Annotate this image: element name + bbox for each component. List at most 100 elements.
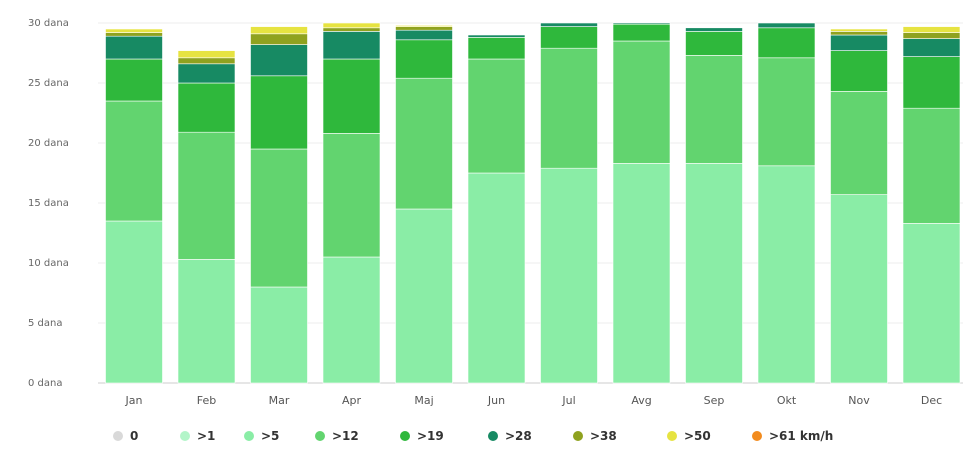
- bar-segment[interactable]: [612, 22, 671, 25]
- bar-segment[interactable]: [612, 163, 671, 384]
- bar-segment[interactable]: [757, 27, 816, 59]
- bar-segment[interactable]: [105, 220, 163, 384]
- x-tick-label: Feb: [197, 394, 216, 407]
- bar-segment[interactable]: [685, 163, 743, 384]
- bar-segment[interactable]: [322, 256, 381, 384]
- bar-segment[interactable]: [902, 38, 961, 57]
- bar-segment[interactable]: [105, 35, 163, 60]
- bar-segment[interactable]: [830, 34, 888, 51]
- bar-segment[interactable]: [105, 32, 163, 37]
- y-tick-label: 10 dana: [28, 258, 69, 269]
- bar-segment[interactable]: [685, 31, 743, 56]
- bar-stack-jul[interactable]: [540, 22, 598, 384]
- bar-segment[interactable]: [830, 91, 888, 195]
- legend-label: 0: [130, 429, 138, 443]
- bar-stack-dec[interactable]: [902, 26, 961, 384]
- bar-segment[interactable]: [177, 259, 236, 384]
- bar-segment[interactable]: [105, 100, 163, 222]
- legend-item[interactable]: >19: [400, 429, 444, 443]
- legend-item[interactable]: >38: [573, 429, 617, 443]
- bar-segment[interactable]: [902, 107, 961, 224]
- bar-segment[interactable]: [177, 57, 236, 65]
- bar-segment[interactable]: [322, 22, 381, 29]
- legend-item[interactable]: >1: [180, 429, 215, 443]
- bar-stack-nov[interactable]: [830, 28, 888, 384]
- bar-segment[interactable]: [540, 26, 598, 49]
- bar-segment[interactable]: [540, 22, 598, 27]
- bar-segment[interactable]: [757, 165, 816, 384]
- bar-segment[interactable]: [395, 77, 453, 210]
- bar-segment[interactable]: [322, 133, 381, 258]
- legend-item[interactable]: >28: [488, 429, 532, 443]
- bar-segment[interactable]: [250, 148, 308, 288]
- bar-segment[interactable]: [322, 27, 381, 32]
- legend-marker: [752, 431, 762, 441]
- bar-segment[interactable]: [830, 28, 888, 32]
- bar-segment[interactable]: [395, 39, 453, 79]
- bar-segment[interactable]: [395, 29, 453, 41]
- bar-segment[interactable]: [322, 58, 381, 134]
- bar-segment[interactable]: [467, 34, 526, 38]
- bar-segment[interactable]: [322, 31, 381, 60]
- bar-segment[interactable]: [902, 56, 961, 109]
- bar-segment[interactable]: [177, 82, 236, 133]
- bar-segment[interactable]: [105, 28, 163, 33]
- bar-segment[interactable]: [250, 286, 308, 384]
- bar-segment[interactable]: [177, 63, 236, 84]
- bar-segment[interactable]: [105, 58, 163, 102]
- y-tick-label: 25 dana: [28, 78, 69, 89]
- legend-item[interactable]: >50: [667, 429, 711, 443]
- legend-item[interactable]: >61 km/h: [752, 429, 833, 443]
- bar-segment[interactable]: [250, 33, 308, 45]
- bar-segment[interactable]: [250, 26, 308, 35]
- bar-stack-sep[interactable]: [685, 27, 743, 384]
- bar-segment[interactable]: [902, 32, 961, 39]
- bar-segment[interactable]: [685, 55, 743, 164]
- bar-segment[interactable]: [830, 194, 888, 384]
- bar-stack-apr[interactable]: [322, 22, 381, 384]
- legend-item[interactable]: >5: [244, 429, 279, 443]
- bar-segment[interactable]: [685, 27, 743, 32]
- bar-segment[interactable]: [467, 172, 526, 384]
- bar-stack-jun[interactable]: [467, 34, 526, 384]
- bar-segment[interactable]: [757, 22, 816, 29]
- bar-segment[interactable]: [540, 47, 598, 169]
- legend-marker: [244, 431, 254, 441]
- legend-label: >5: [261, 429, 279, 443]
- bar-segment[interactable]: [830, 50, 888, 92]
- legend-label: >12: [332, 429, 359, 443]
- x-tick-label: Dec: [921, 394, 942, 407]
- bar-stack-maj[interactable]: [395, 25, 453, 384]
- bar-stack-mar[interactable]: [250, 26, 308, 384]
- bar-segment[interactable]: [612, 23, 671, 42]
- bar-stack-avg[interactable]: [612, 22, 671, 384]
- x-tick-label: Avg: [631, 394, 651, 407]
- bar-segment[interactable]: [902, 26, 961, 33]
- legend-label: >19: [417, 429, 444, 443]
- bar-segment[interactable]: [250, 44, 308, 77]
- legend-item[interactable]: >12: [315, 429, 359, 443]
- bar-segment[interactable]: [467, 37, 526, 60]
- bar-segment[interactable]: [902, 223, 961, 384]
- y-tick-label: 20 dana: [28, 138, 69, 149]
- legend-item[interactable]: 0: [113, 429, 138, 443]
- bar-segment[interactable]: [467, 58, 526, 174]
- bar-segment[interactable]: [395, 208, 453, 384]
- bar-segment[interactable]: [757, 57, 816, 167]
- x-tick-label: Jul: [561, 394, 575, 407]
- bar-segment[interactable]: [830, 31, 888, 36]
- bar-segment[interactable]: [395, 26, 453, 31]
- bar-stack-okt[interactable]: [757, 22, 816, 384]
- bar-segment[interactable]: [177, 50, 236, 59]
- bar-segment[interactable]: [612, 40, 671, 164]
- bar-stack-jan[interactable]: [105, 28, 163, 384]
- bar-segment[interactable]: [395, 25, 453, 27]
- bar-stack-feb[interactable]: [177, 50, 236, 384]
- x-axis: Jan Feb Mar Apr Maj Jun Jul Avg Sep Okt Nov Dec: [125, 394, 943, 407]
- y-tick-label: 5 dana: [28, 318, 62, 329]
- bar-segment[interactable]: [540, 167, 598, 384]
- legend-marker: [573, 431, 583, 441]
- bar-segment[interactable]: [250, 75, 308, 150]
- legend-marker: [180, 431, 190, 441]
- bar-segment[interactable]: [177, 131, 236, 260]
